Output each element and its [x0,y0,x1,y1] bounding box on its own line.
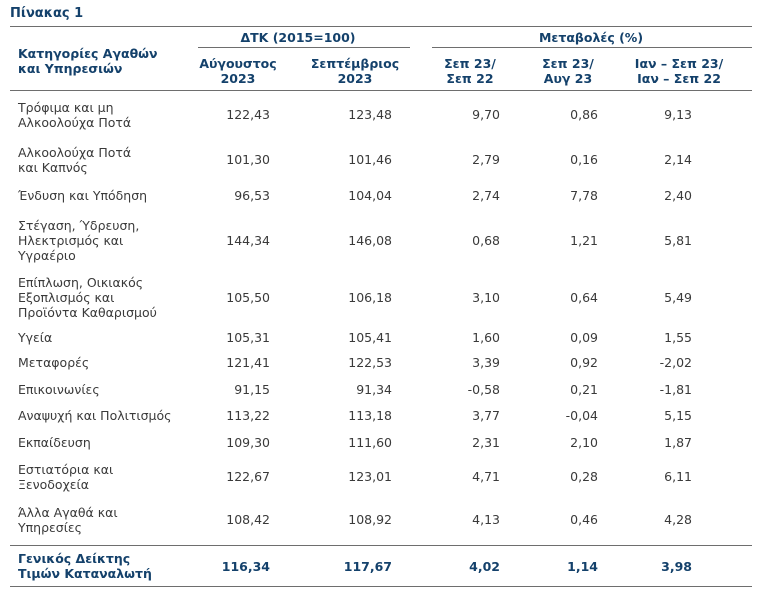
table-caption: Πίνακας 1 [10,6,84,21]
group-header-cpi: ΔΤΚ (2015=100) [240,30,356,45]
row-change-ytd: 5,15 [664,408,692,423]
row-change-ytd: 5,49 [664,290,692,305]
row-value-sep: 123,01 [348,469,392,484]
total-value-aug: 116,34 [221,559,270,574]
total-change-mom: 1,14 [567,559,598,574]
total-value-sep: 117,67 [343,559,392,574]
total-change-ytd: 3,98 [661,559,692,574]
row-change-ytd: 5,81 [664,233,692,248]
row-change-yoy: 2,31 [472,435,500,450]
row-value-sep: 91,34 [356,382,392,397]
top-rule [10,26,752,27]
row-change-yoy: 3,39 [472,355,500,370]
row-change-ytd: 4,28 [664,512,692,527]
row-value-sep: 108,92 [348,512,392,527]
group-rule-cpi [198,47,410,48]
row-value-aug: 101,30 [226,152,270,167]
row-value-aug: 96,53 [234,188,270,203]
row-value-aug: 122,43 [226,107,270,122]
row-change-mom: 0,64 [570,290,598,305]
row-value-sep: 106,18 [348,290,392,305]
row-change-mom: 0,92 [570,355,598,370]
row-category: Υγεία [18,330,53,345]
header-august-2023: Αύγουστος 2023 [199,56,277,86]
row-change-mom: 2,10 [570,435,598,450]
row-change-mom: 0,21 [570,382,598,397]
row-category: Αναψυχή και Πολιτισμός [18,408,172,423]
group-header-changes: Μεταβολές (%) [538,30,644,45]
row-change-yoy: 2,74 [472,188,500,203]
row-change-ytd: 1,87 [664,435,692,450]
row-change-ytd: 1,55 [664,330,692,345]
header-sep-vs-aug: Σεπ 23/ Αυγ 23 [542,56,594,86]
row-value-sep: 111,60 [348,435,392,450]
row-value-sep: 101,46 [348,152,392,167]
row-value-aug: 105,50 [226,290,270,305]
row-value-sep: 104,04 [348,188,392,203]
row-value-sep: 122,53 [348,355,392,370]
total-rule [10,545,752,546]
row-change-yoy: 4,71 [472,469,500,484]
row-value-aug: 91,15 [234,382,270,397]
row-value-sep: 146,08 [348,233,392,248]
group-rule-changes [432,47,752,48]
row-change-ytd: -1,81 [659,382,692,397]
row-change-mom: 0,16 [570,152,598,167]
header-jan-sep: Ιαν – Σεπ 23/ Ιαν – Σεπ 22 [634,56,724,86]
row-category: Εκπαίδευση [18,435,91,450]
row-change-mom: 0,09 [570,330,598,345]
row-change-mom: 0,46 [570,512,598,527]
row-category: Τρόφιμα και μη Αλκοολούχα Ποτά [18,100,132,130]
row-value-aug: 144,34 [226,233,270,248]
row-change-ytd: 9,13 [664,107,692,122]
row-category: Επικοινωνίες [18,382,100,397]
row-value-aug: 121,41 [226,355,270,370]
row-change-yoy: 1,60 [472,330,500,345]
row-value-aug: 108,42 [226,512,270,527]
row-category: Εστιατόρια και Ξενοδοχεία [18,462,114,492]
header-rule [10,90,752,91]
header-category: Κατηγορίες Αγαθών και Υπηρεσιών [18,46,158,76]
total-change-yoy: 4,02 [469,559,500,574]
row-value-sep: 105,41 [348,330,392,345]
row-change-yoy: 4,13 [472,512,500,527]
row-category: Άλλα Αγαθά και Υπηρεσίες [18,505,118,535]
row-value-aug: 113,22 [226,408,270,423]
row-value-aug: 122,67 [226,469,270,484]
row-value-sep: 123,48 [348,107,392,122]
row-change-yoy: 0,68 [472,233,500,248]
row-category: Στέγαση, Ύδρευση, Ηλεκτρισμός και Υγραέρ… [18,218,140,263]
row-change-yoy: -0,58 [467,382,500,397]
row-change-mom: 7,78 [570,188,598,203]
row-category: Επίπλωση, Οικιακός Εξοπλισμός και Προϊόν… [18,275,157,320]
total-category: Γενικός Δείκτης Τιμών Καταναλωτή [18,551,152,581]
row-category: Μεταφορές [18,355,90,370]
row-value-aug: 105,31 [226,330,270,345]
row-change-ytd: 6,11 [664,469,692,484]
row-change-yoy: 9,70 [472,107,500,122]
row-change-yoy: 3,10 [472,290,500,305]
header-september-2023: Σεπτέμβριος 2023 [310,56,400,86]
row-change-ytd: -2,02 [659,355,692,370]
row-change-yoy: 3,77 [472,408,500,423]
row-change-ytd: 2,14 [664,152,692,167]
row-value-sep: 113,18 [348,408,392,423]
row-change-mom: 1,21 [570,233,598,248]
row-category: Ένδυση και Υπόδηση [18,188,148,203]
row-change-mom: -0,04 [565,408,598,423]
row-change-yoy: 2,79 [472,152,500,167]
row-change-ytd: 2,40 [664,188,692,203]
row-change-mom: 0,28 [570,469,598,484]
row-category: Αλκοολούχα Ποτά και Καπνός [18,145,132,175]
row-change-mom: 0,86 [570,107,598,122]
bottom-rule [10,586,752,587]
header-sep-vs-sep: Σεπ 23/ Σεπ 22 [444,56,496,86]
row-value-aug: 109,30 [226,435,270,450]
